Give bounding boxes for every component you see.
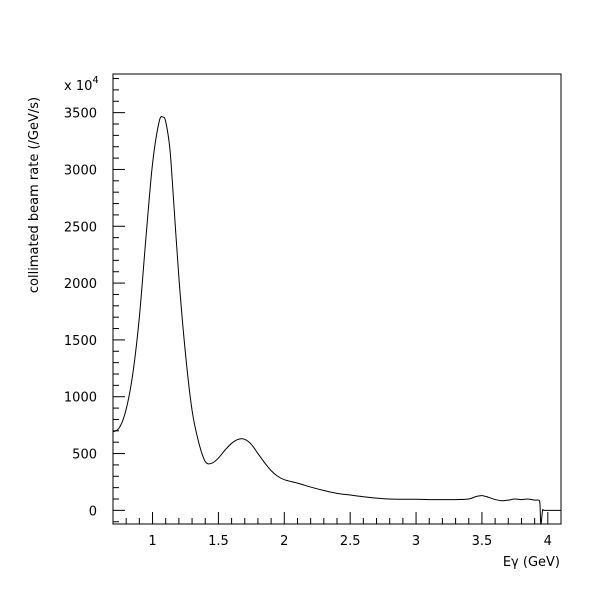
x-tick-label: 2.5 <box>340 534 361 549</box>
y-axis-ticks <box>113 78 125 523</box>
y-multiplier-exponent: 4 <box>92 75 98 86</box>
x-tick-label: 3 <box>412 534 420 549</box>
y-multiplier-label: x 104 <box>64 75 99 94</box>
x-tick-label: 2 <box>280 534 288 549</box>
series-line <box>112 116 561 525</box>
y-tick-label: 1500 <box>64 334 97 349</box>
y-tick-label: 1000 <box>64 391 97 406</box>
x-tick-label: 4 <box>544 534 552 549</box>
y-tick-label: 3000 <box>64 163 97 178</box>
y-tick-label: 2500 <box>64 220 97 235</box>
x-axis-ticks <box>112 512 562 524</box>
x-tick-label: 3.5 <box>472 534 493 549</box>
x-tick-label: 1 <box>148 534 156 549</box>
y-tick-label: 2000 <box>64 277 97 292</box>
y-axis-tick-labels: 0 500 1000 1500 2000 2500 3000 3500 <box>64 107 97 520</box>
y-tick-label: 500 <box>72 448 97 463</box>
x-tick-label: 1.5 <box>208 534 229 549</box>
y-axis-title: collimated beam rate (/GeV/s) <box>27 97 42 293</box>
y-tick-label: 0 <box>89 504 97 519</box>
x-axis-title: Eγ (GeV) <box>503 555 560 570</box>
x-axis-tick-labels: 1 1.5 2 2.5 3 3.5 4 <box>148 534 552 549</box>
y-tick-label: 3500 <box>64 107 97 122</box>
